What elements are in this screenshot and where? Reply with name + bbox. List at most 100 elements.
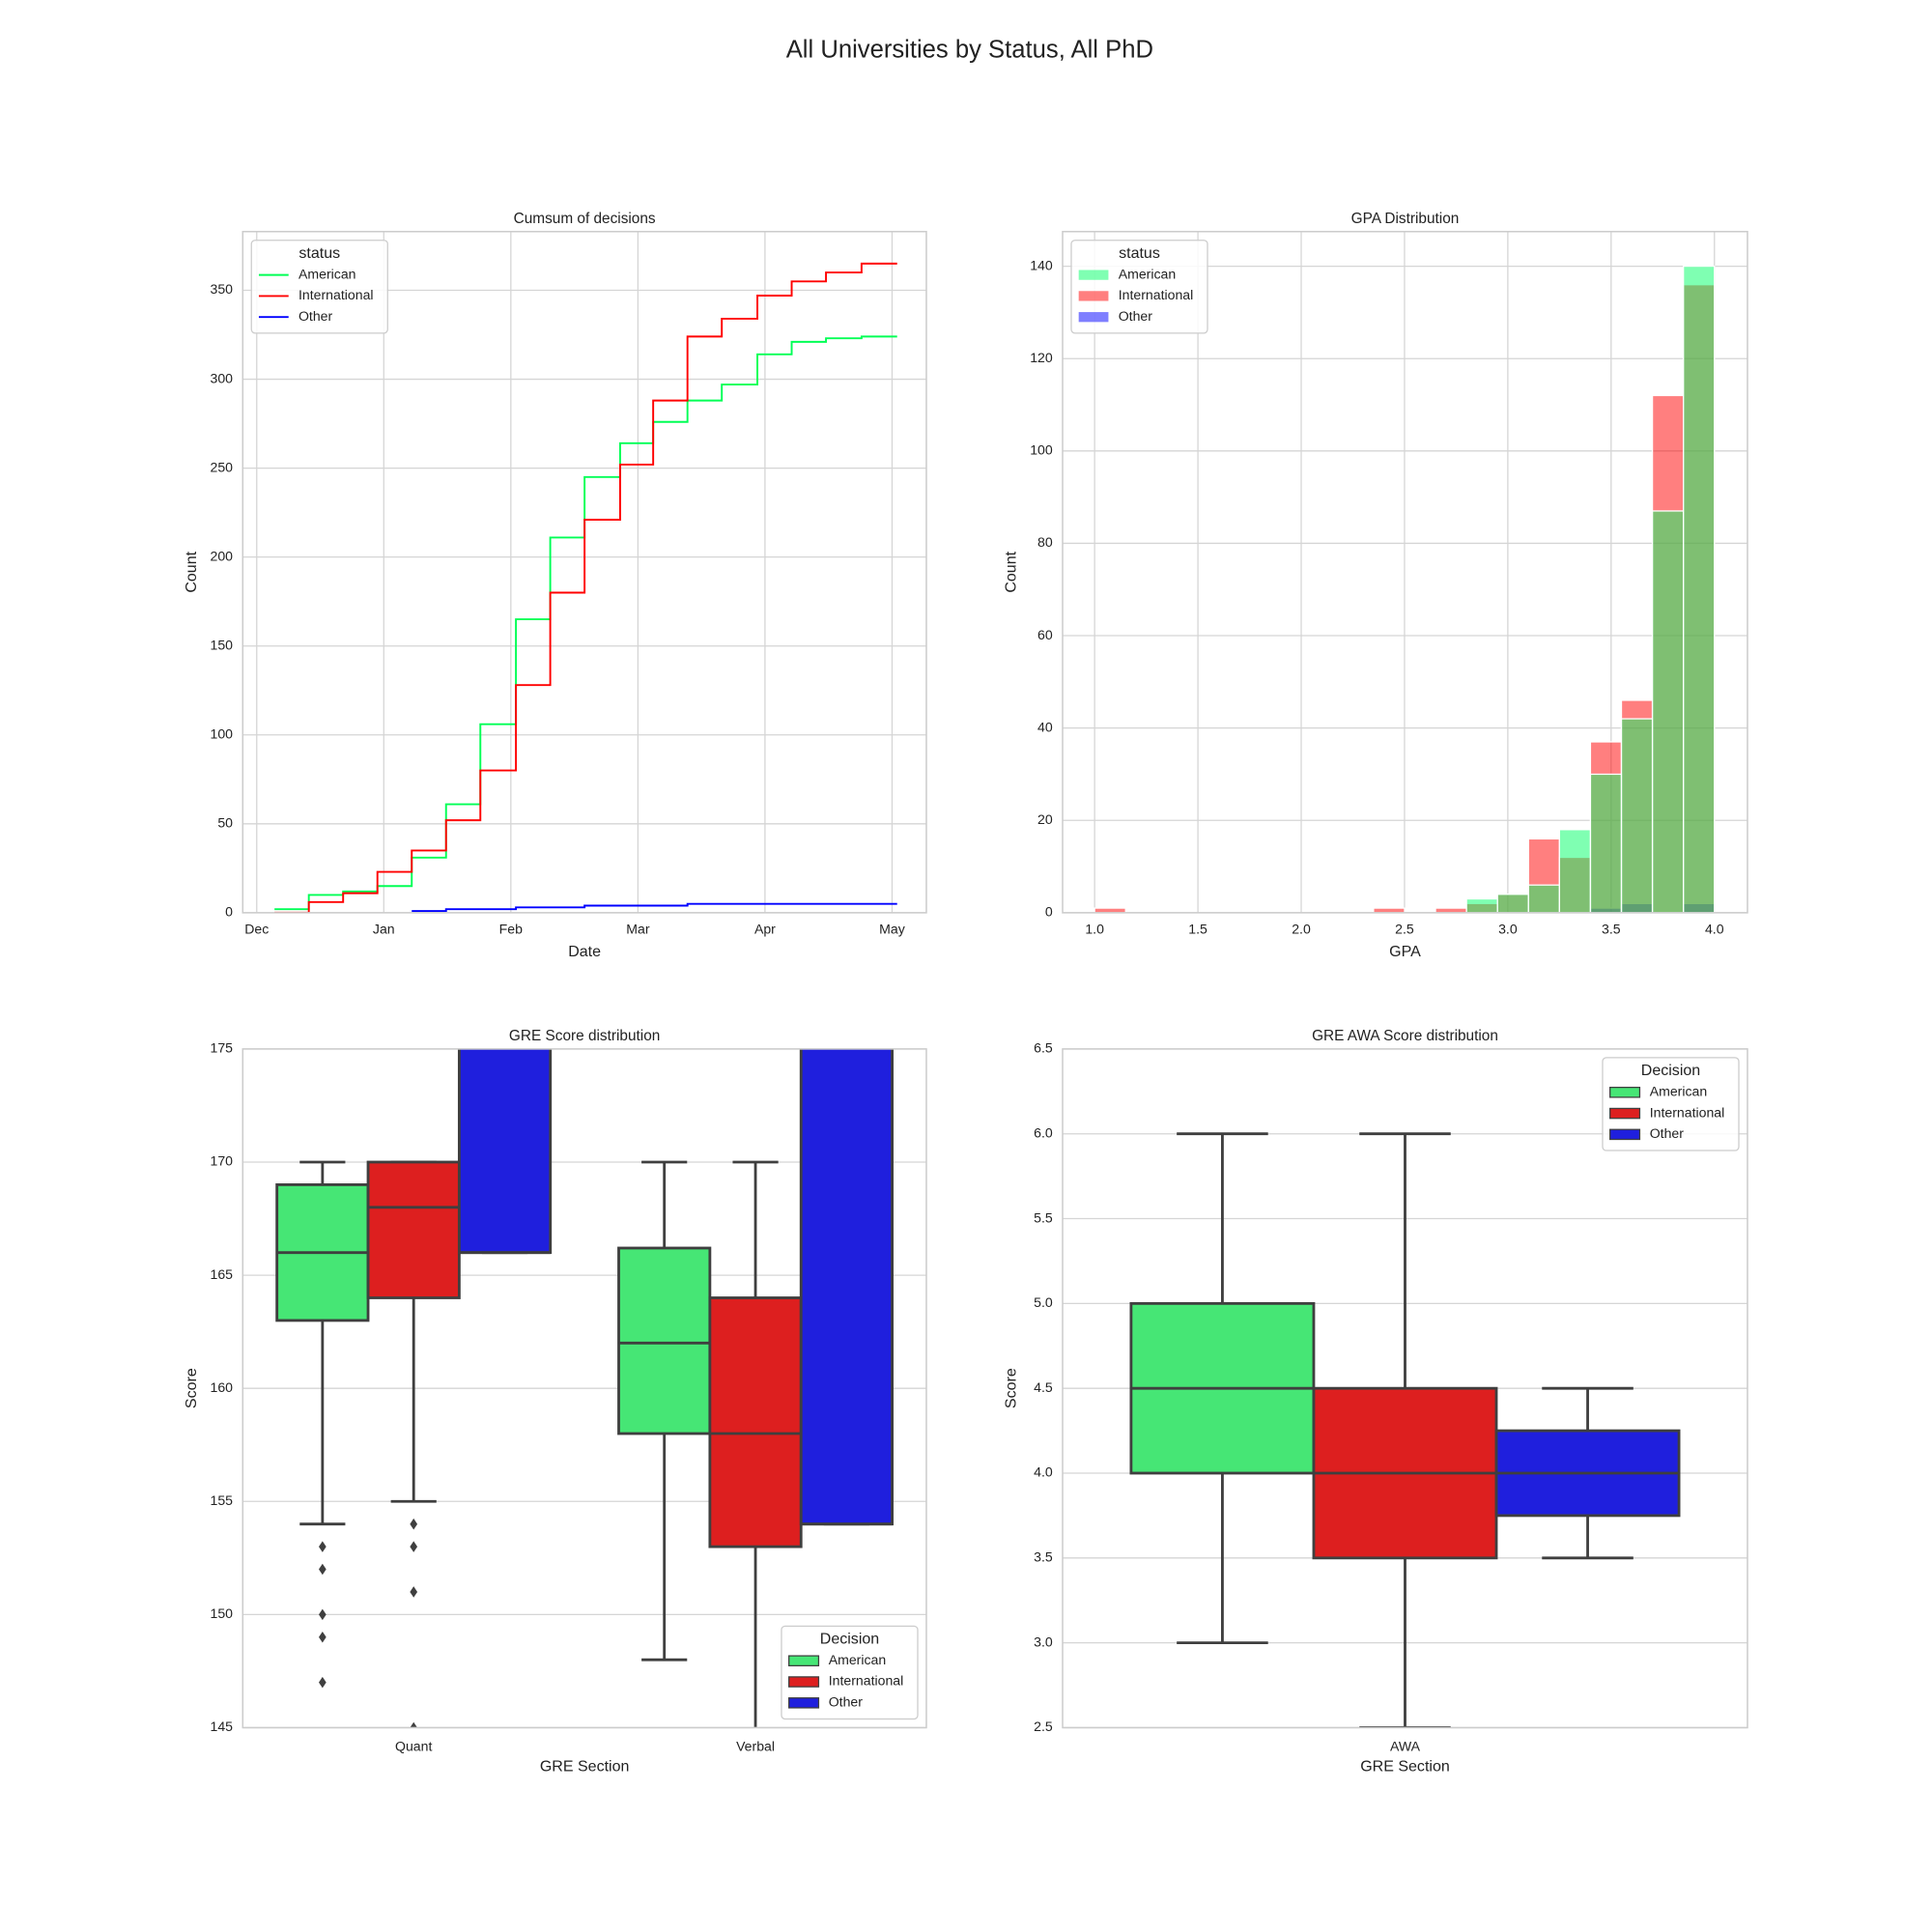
y-tick-label: 155: [211, 1492, 234, 1508]
legend: Decision American International Other: [1602, 1057, 1740, 1151]
box: [708, 1296, 803, 1548]
legend-label: International: [829, 1673, 904, 1689]
series-line: [274, 262, 897, 913]
legend-swatch: [788, 1676, 820, 1688]
legend-title: Decision: [820, 1631, 879, 1648]
x-tick-label: Verbal: [736, 1739, 775, 1754]
hist-bar: [1465, 897, 1498, 913]
hist-bar: [1620, 718, 1654, 913]
series-line: [412, 902, 897, 912]
x-tick-label: Feb: [499, 922, 523, 937]
y-tick-label: 6.0: [1034, 1124, 1053, 1140]
x-tick-label: May: [879, 922, 906, 937]
legend-box: [1602, 1057, 1740, 1151]
x-tick-label: AWA: [1390, 1739, 1421, 1754]
legend-label: Other: [298, 308, 333, 324]
marks: [1129, 1132, 1681, 1728]
y-tick-label: 3.5: [1034, 1549, 1053, 1565]
y-tick-label: 150: [211, 637, 234, 652]
x-tick-label: 3.0: [1498, 922, 1518, 937]
y-tick-label: 100: [211, 725, 234, 741]
y-tick-label: 160: [211, 1379, 234, 1395]
marks: [274, 262, 897, 913]
legend-swatch: [788, 1655, 820, 1666]
y-tick-label: 50: [217, 815, 233, 831]
legend-swatch: [1078, 312, 1109, 323]
legend-label: Other: [1650, 1125, 1685, 1141]
y-axis-label: Score: [183, 1368, 200, 1408]
y-tick-label: 80: [1037, 534, 1053, 550]
legend-label: American: [1650, 1083, 1708, 1098]
flier: [319, 1676, 327, 1689]
hist-bar: [1558, 829, 1592, 913]
flier: [319, 1632, 327, 1643]
legend: Decision American International Other: [781, 1625, 919, 1720]
hist-bar: [1496, 894, 1529, 913]
figure-title: All Universities by Status, All PhD: [786, 36, 1153, 63]
y-axis-label: Count: [1003, 551, 1020, 592]
legend-label: American: [1119, 266, 1177, 281]
legend-box: [1070, 240, 1208, 334]
legend: status American International Other: [250, 240, 388, 334]
y-tick-label: 4.0: [1034, 1464, 1053, 1480]
axes-frame: [242, 230, 927, 914]
y-tick-label: 200: [211, 548, 234, 563]
x-tick-label: Apr: [754, 922, 776, 937]
x-tick-label: Mar: [626, 922, 650, 937]
y-tick-label: 140: [1030, 257, 1053, 272]
legend-label: Other: [829, 1694, 864, 1710]
hist-bar: [1589, 773, 1623, 913]
x-tick-label: Jan: [373, 922, 395, 937]
legend-label: International: [1650, 1104, 1725, 1120]
y-tick-label: 350: [211, 281, 234, 297]
legend-label: American: [829, 1652, 887, 1667]
y-tick-label: 300: [211, 370, 234, 385]
y-axis-label: Score: [1003, 1368, 1020, 1408]
x-tick-label: Quant: [395, 1739, 432, 1754]
x-tick-label: 2.5: [1395, 922, 1414, 937]
legend-title: status: [298, 244, 340, 262]
axes: 145 150 155 160 165 170 175 Quant Verbal GRE Scor…: [183, 1028, 927, 1776]
legend-swatch: [1609, 1107, 1641, 1120]
hist-bar: [1527, 884, 1560, 913]
legend-swatch: [1609, 1128, 1641, 1141]
axes-frame: [242, 1048, 927, 1729]
legend-title: Decision: [1641, 1062, 1700, 1079]
x-axis-label: GRE Section: [1360, 1758, 1450, 1776]
legend-label: International: [1119, 287, 1194, 302]
flier: [319, 1608, 327, 1621]
x-tick-label: 1.0: [1085, 922, 1104, 937]
x-tick-label: 1.5: [1188, 922, 1208, 937]
y-tick-label: 165: [211, 1266, 234, 1282]
legend-swatch: [1078, 270, 1109, 280]
legend: status American International Other: [1070, 240, 1208, 334]
box: [617, 1246, 712, 1435]
y-tick-label: 0: [1045, 904, 1053, 920]
y-tick-label: 145: [211, 1719, 234, 1734]
y-tick-label: 60: [1037, 627, 1053, 642]
hist-bar: [1683, 265, 1716, 913]
y-tick-label: 3.0: [1034, 1634, 1053, 1649]
axes-frame: [1062, 1048, 1748, 1729]
marks: [275, 1048, 894, 1728]
y-tick-label: 150: [211, 1605, 234, 1621]
legend-label: Other: [1119, 308, 1153, 324]
y-tick-label: 2.5: [1034, 1719, 1053, 1734]
y-tick-label: 5.5: [1034, 1209, 1053, 1225]
y-tick-label: 40: [1037, 719, 1053, 734]
box: [799, 1048, 894, 1526]
axes-title: GRE Score distribution: [509, 1028, 660, 1044]
y-tick-label: 250: [211, 459, 234, 474]
axes: 2.5 3.0 3.5 4.0 4.5 5.0 5.5 6.0 6.5 AWA GRE AWA Sc…: [1003, 1028, 1748, 1776]
box: [366, 1160, 461, 1299]
x-tick-label: 3.5: [1602, 922, 1621, 937]
x-axis-label: GPA: [1389, 943, 1421, 960]
axes-title: Cumsum of decisions: [514, 211, 656, 227]
x-axis-label: Date: [568, 943, 601, 960]
flier: [410, 1518, 418, 1530]
legend-swatch: [1078, 291, 1109, 301]
y-tick-label: 175: [211, 1040, 234, 1056]
y-tick-label: 120: [1030, 350, 1053, 365]
